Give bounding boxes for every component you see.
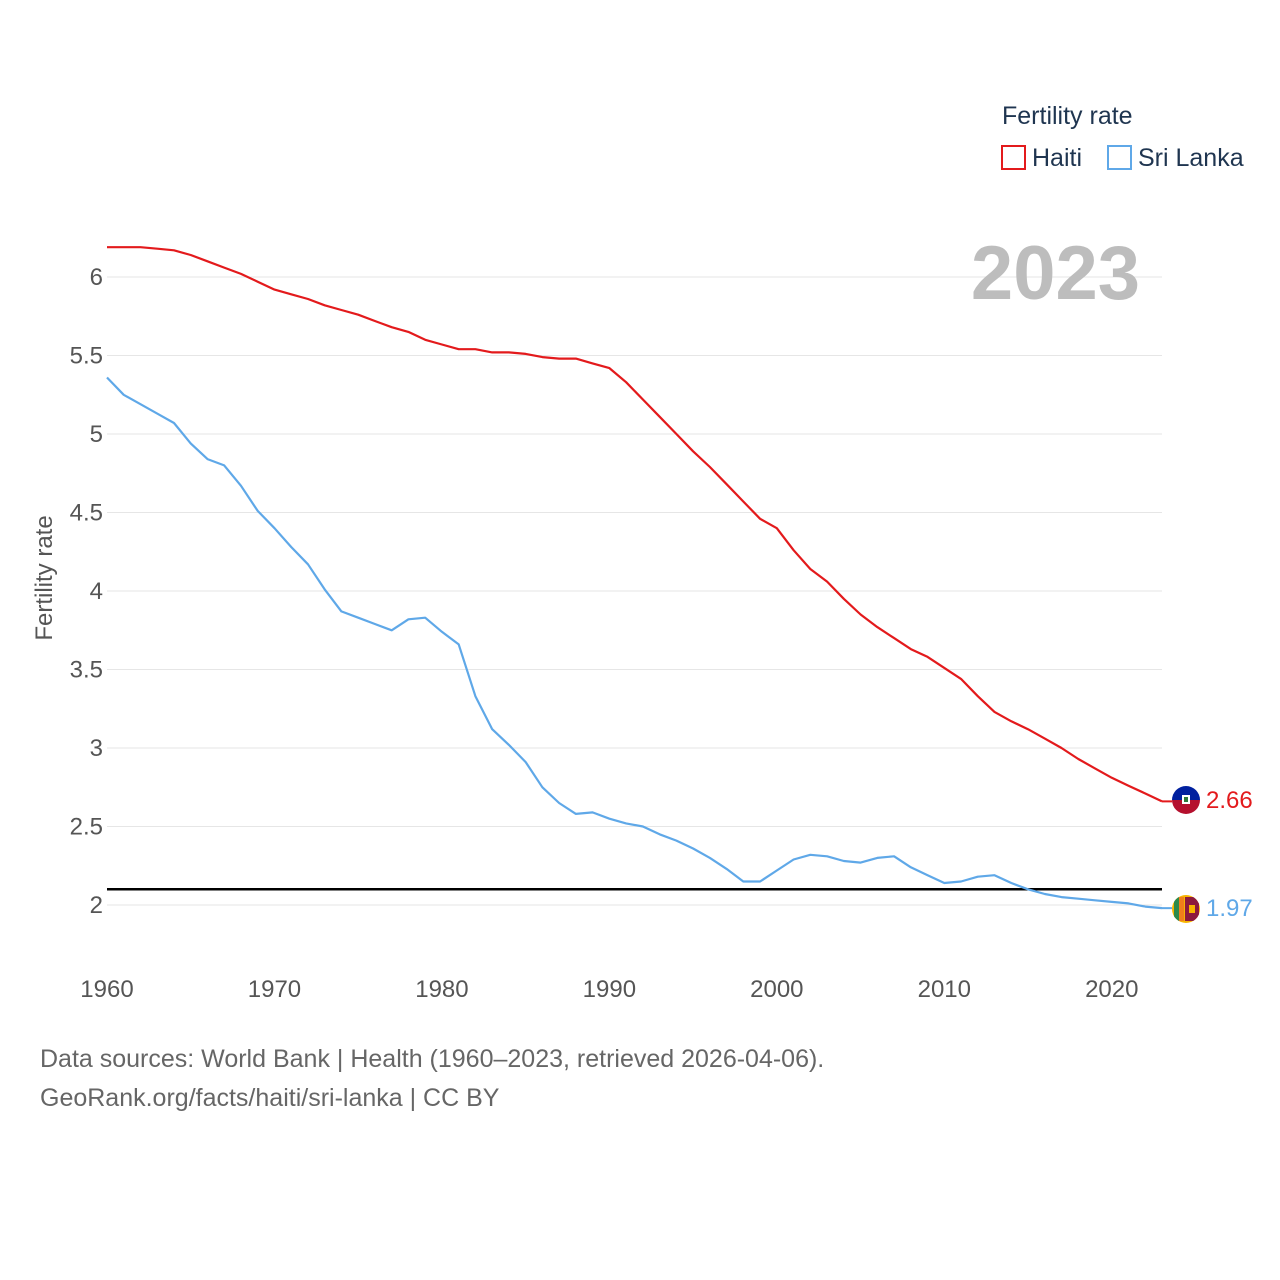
legend-label-haiti[interactable]: Haiti (1032, 144, 1082, 172)
series-lines (106, 246, 1172, 910)
y-tick-label: 4.5 (70, 500, 103, 527)
x-tick-label: 2010 (918, 976, 971, 1003)
y-tick-label: 5 (90, 421, 103, 448)
y-tick-label: 4 (90, 578, 103, 605)
sri-lanka-flag-icon (1172, 895, 1200, 923)
y-tick-label: 2.5 (70, 814, 103, 841)
x-tick-label: 1980 (415, 976, 468, 1003)
series-line-haiti[interactable] (107, 246, 1163, 803)
y-axis-title: Fertility rate (31, 515, 58, 640)
haiti-flag-icon (1172, 786, 1200, 814)
source-line-2[interactable]: GeoRank.org/facts/haiti/sri-lanka | CC B… (40, 1084, 500, 1112)
x-tick-label: 2020 (1085, 976, 1138, 1003)
y-tick-label: 5.5 (70, 343, 103, 370)
x-tick-label: 1990 (583, 976, 636, 1003)
legend-label-sri-lanka[interactable]: Sri Lanka (1138, 144, 1244, 172)
haiti-end-value: 2.66 (1206, 787, 1253, 814)
x-tick-label: 2000 (750, 976, 803, 1003)
y-tick-label: 3 (90, 735, 103, 762)
year-label: 2023 (971, 231, 1140, 316)
y-tick-label: 3.5 (70, 657, 103, 684)
gridlines (107, 276, 1162, 906)
x-axis: 1960 1970 1980 1990 2000 2010 2020 (80, 976, 1138, 1003)
x-tick-label: 1960 (80, 976, 133, 1003)
legend: Fertility rate Haiti Sri Lanka (1001, 102, 1244, 172)
sri-lanka-end-value: 1.97 (1206, 895, 1253, 922)
y-axis: 2 2.5 3 3.5 4 4.5 5 5.5 6 (70, 264, 103, 919)
source-line-1: Data sources: World Bank | Health (1960–… (40, 1045, 825, 1073)
legend-swatch-haiti[interactable] (1001, 145, 1026, 170)
y-tick-label: 6 (90, 264, 103, 291)
legend-title: Fertility rate (1002, 102, 1133, 130)
legend-swatch-sri-lanka[interactable] (1107, 145, 1132, 170)
y-tick-label: 2 (90, 892, 103, 919)
series-line-sri-lanka[interactable] (106, 376, 1163, 910)
x-tick-label: 1970 (248, 976, 301, 1003)
